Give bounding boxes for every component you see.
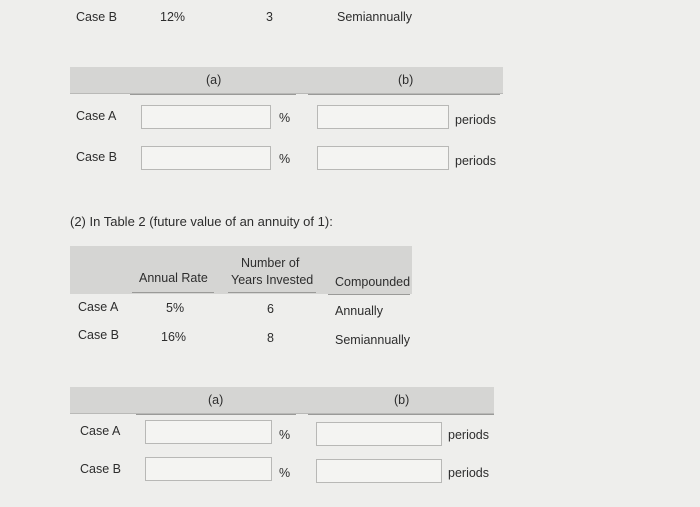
section3-col-a-underline — [136, 414, 296, 415]
top-row-years: 3 — [266, 10, 273, 24]
section2-underline-compounded — [328, 294, 410, 295]
section1-row1-pct: % — [279, 111, 291, 125]
section2-row2-compounded: Semiannually — [335, 333, 411, 347]
section3-header: (a) (b) — [70, 387, 494, 414]
top-row-compounded: Semiannually — [337, 10, 413, 24]
top-row-rate: 12% — [160, 10, 186, 24]
section3-row1-case: Case A — [80, 424, 121, 438]
section1-col-b-label: (b) — [398, 73, 414, 87]
section3-row2-case: Case B — [80, 462, 121, 476]
section2-row2-rate: 16% — [161, 330, 187, 344]
section2-table-header — [70, 246, 412, 294]
section1-row2-unit: periods — [455, 154, 496, 168]
section3-col-b-label: (b) — [394, 393, 410, 407]
section2-row2-years: 8 — [267, 331, 274, 345]
section3-row2-rate-input[interactable] — [145, 457, 272, 481]
section2-row1-rate: 5% — [166, 301, 185, 315]
section3-row2-periods-input[interactable] — [316, 459, 442, 483]
section3-row1-rate-input[interactable] — [145, 420, 272, 444]
section1-row1-periods-input[interactable] — [317, 105, 449, 129]
section2-row1-compounded: Annually — [335, 304, 383, 318]
section2-row1-years: 6 — [267, 302, 274, 316]
section1-col-a-underline — [130, 94, 296, 95]
top-row-case: Case B — [76, 10, 117, 24]
section1-row1-unit: periods — [455, 113, 496, 127]
section3-row2-pct: % — [279, 466, 291, 480]
section2-header-years-line2: Years Invested — [231, 273, 314, 287]
section1-row1-case: Case A — [76, 109, 117, 123]
section3-col-a-label: (a) — [208, 393, 224, 407]
section1-row2-case: Case B — [76, 150, 117, 164]
section2-underline-rate — [132, 292, 214, 293]
section2-heading: (2) In Table 2 (future value of an annui… — [70, 214, 333, 229]
section1-row2-periods-input[interactable] — [317, 146, 449, 170]
section1-row2-pct: % — [279, 152, 291, 166]
section3-row1-periods-input[interactable] — [316, 422, 442, 446]
section2-header-years-line1: Number of — [241, 256, 300, 270]
section1-col-b-underline — [308, 94, 500, 95]
section1-row1-rate-input[interactable] — [141, 105, 271, 129]
section2-row2-case: Case B — [78, 328, 119, 342]
section1-row2-rate-input[interactable] — [141, 146, 271, 170]
section3-row1-pct: % — [279, 428, 291, 442]
section2-header-rate: Annual Rate — [139, 271, 208, 285]
section2-header-compounded: Compounded — [335, 275, 411, 289]
section2-row1-case: Case A — [78, 300, 119, 314]
section1-col-a-label: (a) — [206, 73, 222, 87]
section1-header: (a) (b) — [70, 67, 503, 94]
section3-row2-unit: periods — [448, 466, 489, 480]
section2-underline-years — [228, 292, 316, 293]
section3-col-b-underline — [308, 414, 494, 415]
section3-row1-unit: periods — [448, 428, 489, 442]
